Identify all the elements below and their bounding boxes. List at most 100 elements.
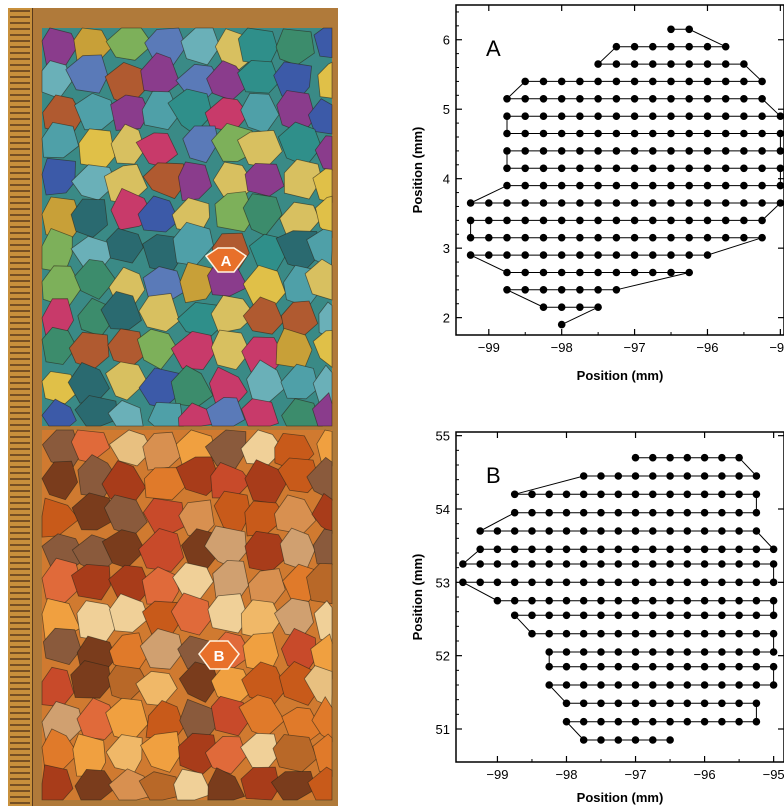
chart-a-point <box>557 112 566 120</box>
scan-charts: −99 −98 −97 −96 −95 2 3 4 5 6 A Position (mm) Po… <box>410 4 784 805</box>
chart-a-point <box>630 60 639 68</box>
chart-a-point <box>557 199 566 207</box>
chart-a-point <box>466 251 475 259</box>
chart-b-point <box>752 578 761 587</box>
chart-a-point <box>539 251 548 259</box>
chart-a-x-axis-label: Position (mm) <box>577 368 664 383</box>
chart-a-point <box>557 129 566 138</box>
chart-b-point <box>735 578 743 587</box>
chart-b-point <box>562 629 571 638</box>
chart-a-point <box>557 216 566 225</box>
chart-a-point <box>630 147 639 155</box>
grain <box>138 771 180 801</box>
chart-b-point <box>562 611 571 620</box>
chart-b-point <box>631 545 640 554</box>
chart-a-point <box>776 112 784 120</box>
grain <box>71 563 111 601</box>
chart-b-point <box>718 453 726 462</box>
chart-a-y-axis: 2 3 4 5 6 <box>443 11 784 326</box>
chart-b-y-tick-label: 51 <box>436 722 450 737</box>
grain <box>307 98 333 135</box>
chart-a-frame <box>455 4 784 336</box>
chart-b-y-axis: 51 52 53 54 55 <box>436 429 784 737</box>
grain <box>240 766 281 801</box>
grain <box>205 396 246 427</box>
chart-a-point <box>667 129 675 138</box>
chart-b-point <box>528 490 536 499</box>
marker-a-hexagon <box>204 247 248 273</box>
chart-a-point <box>703 216 712 225</box>
chart-a-point <box>521 233 529 242</box>
chart-a-point <box>503 112 511 120</box>
chart-b-point <box>631 560 640 568</box>
chart-a-point <box>630 181 639 190</box>
chart-a-point <box>612 60 621 68</box>
chart-b-point <box>493 560 502 568</box>
chart-b-point <box>562 545 571 554</box>
chart-b-point <box>718 648 726 656</box>
chart-b-point <box>614 629 623 638</box>
chart-b-point <box>631 681 640 689</box>
chart-b-point <box>579 578 588 587</box>
chart-b-point <box>579 490 588 499</box>
chart-b-point <box>597 629 605 638</box>
chart-a-point <box>740 216 748 225</box>
chart-b-point <box>649 611 657 620</box>
grain <box>71 492 117 531</box>
chart-b-point <box>545 629 553 638</box>
grain <box>100 291 142 330</box>
chart-b-point <box>649 578 657 587</box>
chart-b-point <box>752 662 761 671</box>
chart-b-point <box>649 662 657 671</box>
chart-a-point <box>703 147 712 155</box>
chart-a-point <box>594 268 602 277</box>
chart-a-point <box>466 216 475 225</box>
chart-a-point <box>576 216 584 225</box>
chart-b-point <box>579 699 588 708</box>
chart-b-point <box>510 545 519 554</box>
chart-a-point <box>667 199 675 207</box>
grain <box>106 227 144 264</box>
chart-a-point <box>594 95 602 103</box>
chart-a-point <box>539 147 548 155</box>
chart-b-point <box>597 717 605 726</box>
sample-a-region <box>41 27 333 427</box>
chart-a-point <box>758 112 766 120</box>
chart-a-point <box>521 216 529 225</box>
chart-a-point <box>539 112 548 120</box>
chart-a-point <box>740 95 748 103</box>
chart-a-point <box>594 164 602 173</box>
chart-b-point <box>735 681 743 689</box>
chart-a-point <box>649 251 657 259</box>
chart-b-point <box>718 681 726 689</box>
chart-a-point <box>539 164 548 173</box>
chart-b-point <box>614 596 623 605</box>
chart-b-point <box>683 629 692 638</box>
chart-a-point <box>667 42 675 51</box>
chart-a-point <box>594 286 602 294</box>
chart-b-point <box>700 560 709 568</box>
chart-b-y-tick-label: 54 <box>436 502 450 517</box>
chart-a-panel-label: A <box>486 36 501 61</box>
crystal-micrograph-image: A B <box>8 8 338 806</box>
grain <box>70 660 112 699</box>
chart-b-point <box>683 611 692 620</box>
chart-b-point <box>614 490 623 499</box>
chart-b-point <box>614 699 623 708</box>
chart-a-point <box>630 95 639 103</box>
chart-a-x-axis: −99 −98 −97 −96 −95 <box>478 5 784 355</box>
chart-b-point <box>597 527 605 535</box>
chart-b-point <box>614 717 623 726</box>
chart-a-point <box>667 181 675 190</box>
chart-b-point <box>718 490 726 499</box>
chart-b-point <box>735 596 743 605</box>
chart-a-point <box>758 164 766 173</box>
chart-b-point <box>735 560 743 568</box>
chart-b-x-tick-label: −96 <box>694 767 716 782</box>
grain <box>74 395 119 427</box>
chart-b-point <box>666 662 674 671</box>
chart-a-point <box>557 286 566 294</box>
chart-b-frame <box>455 431 784 763</box>
chart-b-point <box>510 611 519 620</box>
chart-b-point <box>735 472 743 480</box>
